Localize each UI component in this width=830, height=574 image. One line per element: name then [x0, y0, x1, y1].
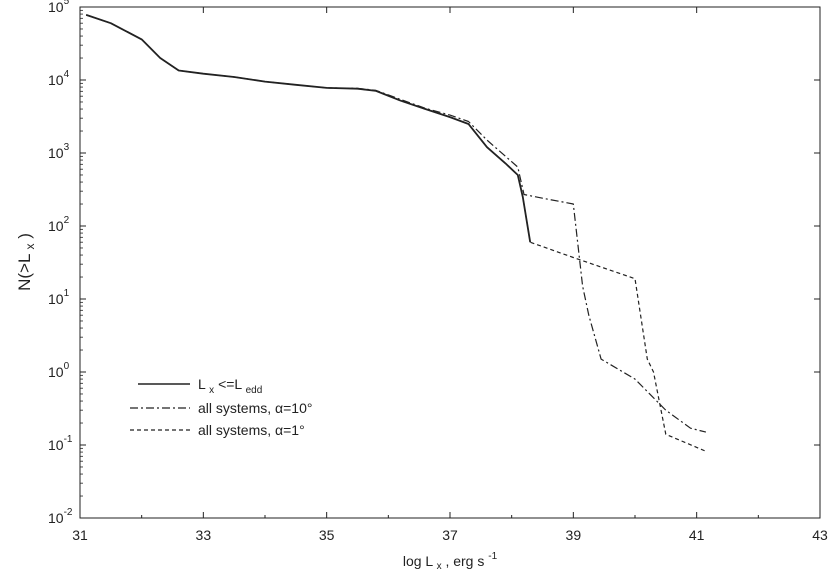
y-tick-label: 100 [48, 361, 70, 380]
y-axis-ticks: 10-2 10-1 100 101 102 103 104 105 [48, 0, 820, 526]
legend-label-solid-mid: <=L [218, 376, 242, 392]
legend-label-dashdot: all systems, α=10° [198, 400, 312, 416]
x-tick-label: 37 [442, 527, 458, 543]
x-tick-label: 41 [689, 527, 705, 543]
y-axis-title-pre: N(>L [15, 254, 34, 291]
x-tick-label: 31 [72, 527, 88, 543]
y-tick-label: 10-1 [48, 434, 73, 453]
y-tick-label: 103 [48, 142, 70, 161]
series-line-solid [86, 15, 530, 242]
series-line-dashdot [86, 15, 706, 432]
y-axis-title-post: ) [15, 233, 34, 239]
plot-frame [80, 7, 820, 518]
x-axis-title: log L x , erg s -1 [403, 551, 498, 572]
series-line-dashed [86, 15, 706, 451]
y-tick-label: 102 [48, 215, 70, 234]
y-tick-label: 104 [48, 69, 70, 88]
legend-label-solid-pre: L [198, 376, 206, 392]
x-tick-label: 33 [196, 527, 212, 543]
x-tick-label: 43 [812, 527, 828, 543]
y-tick-label: 101 [48, 288, 70, 307]
y-axis-title: N(>L x ) [15, 233, 38, 291]
x-axis-title-main: log L [403, 553, 434, 569]
legend-label-solid-sub2: edd [246, 385, 263, 396]
legend-label-dashed: all systems, α=1° [198, 422, 305, 438]
y-axis-title-sub: x [23, 243, 37, 249]
series-layer [86, 15, 706, 451]
x-axis-title-sub: x [437, 561, 442, 572]
x-tick-label: 35 [319, 527, 335, 543]
y-tick-label: 10-2 [48, 507, 73, 526]
x-axis-title-sup: -1 [488, 551, 497, 562]
y-tick-label: 105 [48, 0, 70, 15]
x-tick-label: 39 [566, 527, 582, 543]
legend: L x <=L edd all systems, α=10° all syste… [130, 376, 312, 438]
legend-label-solid: L x <=L edd [198, 376, 262, 396]
legend-label-solid-sub1: x [209, 385, 214, 396]
x-axis-ticks: 31 33 35 37 39 41 43 [72, 7, 828, 543]
x-axis-title-rest: , erg s [445, 553, 484, 569]
